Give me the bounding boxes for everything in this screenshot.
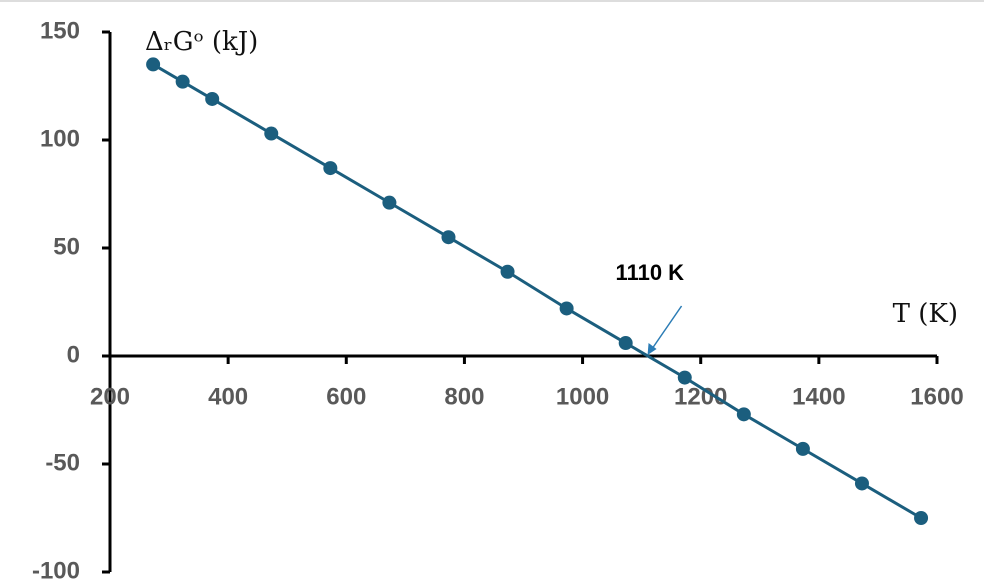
data-point: [914, 511, 929, 525]
data-point: [795, 441, 810, 456]
data-point: [854, 476, 869, 491]
data-point: [500, 264, 515, 279]
y-axis-label: ΔᵣGᵒ (kJ): [145, 27, 258, 57]
x-tick-label: 800: [444, 383, 484, 410]
y-tick-label: -50: [45, 449, 80, 476]
y-tick-label: 100: [40, 125, 80, 152]
data-point: [736, 407, 751, 422]
x-tick-label: 1000: [556, 383, 609, 410]
x-tick-label: 1400: [792, 383, 845, 410]
data-point: [323, 161, 338, 176]
data-point: [559, 301, 574, 316]
data-point: [205, 91, 220, 106]
data-point: [175, 74, 190, 89]
y-tick-label: 0: [67, 341, 80, 368]
x-axis-label: T (K): [893, 299, 958, 329]
y-tick-label: 50: [53, 233, 80, 260]
x-tick-label: 600: [326, 383, 366, 410]
x-tick-label: 400: [208, 383, 248, 410]
data-point: [441, 230, 456, 245]
y-tick-label: 150: [40, 17, 80, 44]
data-point: [618, 336, 633, 351]
data-point: [382, 195, 397, 210]
annotation: 1110 K: [616, 260, 685, 285]
annotation-arrow: [649, 305, 683, 352]
x-tick-label: 1600: [910, 383, 963, 410]
data-point: [677, 370, 692, 385]
x-tick-label: 200: [90, 383, 130, 410]
y-tick-label: -100: [32, 557, 80, 584]
data-point: [264, 126, 279, 141]
data-point: [146, 57, 161, 72]
annotation-arrowhead: [647, 343, 657, 355]
